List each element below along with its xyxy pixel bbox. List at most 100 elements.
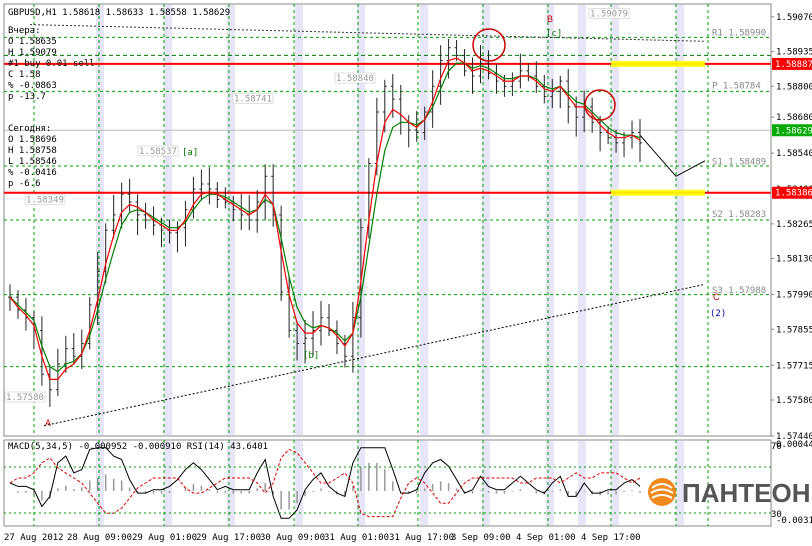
logo-text: ПАНТЕОН	[682, 478, 810, 508]
highlight-zone	[611, 60, 705, 67]
grey-price-tag	[24, 193, 66, 205]
y-tick-label: 1.57990	[776, 291, 812, 301]
info-today-line: Сегодня:	[8, 124, 51, 134]
y-tick-label: 1.58265	[776, 220, 812, 230]
highlight-zone	[611, 189, 705, 196]
pantheon-logo: ПАНТЕОН	[648, 478, 810, 508]
circle-second	[584, 89, 616, 121]
wave-label-a-minor: [a]	[182, 148, 198, 158]
session-band	[227, 5, 235, 435]
session-band-ind	[96, 441, 104, 525]
ma-red-line	[9, 57, 641, 380]
session-band-ind	[578, 441, 586, 525]
x-tick-label: 4 Sep 01:00	[516, 533, 576, 543]
wave-label-c-major: C	[713, 292, 720, 302]
price-box-label: 1.58629	[775, 126, 812, 136]
y-tick-label: 1.58540	[776, 149, 812, 159]
rsi-line	[9, 447, 641, 519]
y-tick-label: 1.57855	[776, 325, 812, 335]
moving-averages	[9, 57, 641, 380]
ind-tick-70: 70	[771, 442, 782, 452]
x-tick-label: 27 Aug 2012	[4, 533, 64, 543]
wave-label-c-minor: [c]	[546, 29, 562, 39]
session-band-ind	[227, 441, 235, 525]
info-today-line: % -0.0416	[8, 168, 57, 178]
price-box-label: 1.58887	[775, 60, 812, 70]
circle-top	[472, 28, 506, 62]
lower-trendline	[43, 283, 706, 427]
session-band-ind	[546, 441, 554, 525]
price-box	[772, 57, 812, 70]
wave-label-b-major: B	[547, 14, 553, 24]
pivot-label-r1: R1 1.58990	[712, 28, 766, 38]
ind-tick-bottom: -0.00315	[776, 516, 812, 526]
grey-price-label: 1.58741	[234, 94, 272, 104]
x-tick-label: 31 Aug 17:00	[389, 533, 454, 543]
projection-path	[639, 134, 706, 177]
info-today-line: p -6.6	[8, 179, 41, 189]
info-yesterday-line: #1 buy 0.01 sell	[8, 59, 95, 69]
session-band-ind	[611, 441, 619, 525]
x-tick-label: 31 Aug 01:00	[324, 533, 389, 543]
grey-price-tag	[232, 93, 274, 104]
pivot-label-s1: S1 1.58489	[712, 157, 766, 167]
y-tick-label: 1.57715	[776, 361, 812, 371]
info-today-line: O 1.58696	[8, 135, 57, 145]
price-box	[772, 186, 812, 199]
grey-price-label: 1.58840	[336, 74, 374, 84]
wave-label-two: (2)	[710, 309, 726, 319]
x-tick-label: 28 Aug 09:00	[67, 533, 132, 543]
y-tick-label: 1.58800	[776, 82, 812, 92]
y-tick-label: 1.57440	[776, 432, 812, 442]
upper-trendline	[29, 24, 706, 42]
session-band-ind	[676, 441, 684, 525]
y-tick-label: 1.58935	[776, 48, 812, 58]
x-tick-label: 29 Aug 17:00	[196, 533, 261, 543]
grey-price-tag	[334, 72, 376, 84]
wave-label-b-minor: [b]	[303, 351, 319, 361]
grey-price-tag	[588, 8, 630, 19]
pivot-label-s3: S3 1.57988	[712, 286, 766, 296]
y-tick-label: 1.59070	[776, 13, 812, 23]
y-tick-label: 1.58680	[776, 113, 812, 123]
ind-tick-top: 0.000449	[776, 440, 812, 450]
session-band	[676, 5, 684, 435]
grey-price-label: 1.58537	[139, 147, 177, 157]
price-axis: 1.590701.589351.588001.586801.585401.584…	[770, 4, 812, 442]
info-yesterday-line: p -13.7	[8, 92, 46, 102]
pivot-levels: R1 1.58990 P 1.58784 S1 1.58489 S2 1.58283 S…	[4, 24, 771, 427]
wave-label-a-major: A	[45, 418, 51, 428]
info-yesterday-line: C 1.58	[8, 70, 41, 80]
info-today-line: H 1.58758	[8, 146, 57, 156]
macd-signal-line	[9, 448, 641, 518]
y-tick-label: 1.58130	[776, 255, 812, 265]
session-band	[611, 5, 619, 435]
grey-price-label: 1.58349	[26, 195, 64, 205]
indicator-title: MACD(5,34,5) -0.000952 -0.000910 RSI(14)…	[8, 442, 268, 452]
x-tick-label: 29 Aug 01:00	[132, 533, 197, 543]
session-band-ind	[295, 441, 303, 525]
info-yesterday-line: O 1.58635	[8, 37, 57, 47]
grey-price-label: 1.57580	[6, 393, 44, 403]
price-box-label: 1.58386	[775, 189, 812, 199]
grey-price-tag	[4, 391, 46, 403]
y-tick-label: 1.57580	[776, 396, 812, 406]
grey-price-tag	[137, 145, 179, 157]
info-yesterday-line: % -0.0863	[8, 81, 57, 91]
grey-price-label: 1.59079	[590, 10, 628, 20]
chart-header: GBPUSD,H1 1.58618 1.58633 1.58558 1.5862…	[8, 8, 230, 18]
ind-tick-30: 30	[771, 510, 782, 520]
x-tick-label: 3 Sep 09:00	[451, 533, 511, 543]
info-yesterday-line: Вчера:	[8, 26, 41, 36]
x-tick-label: 4 Sep 17:00	[581, 533, 641, 543]
pivot-label-s2: S2 1.58283	[712, 210, 766, 220]
price-box	[772, 124, 812, 137]
session-band-ind	[164, 441, 172, 525]
pivot-label-p: P 1.58784	[712, 81, 761, 91]
indicator-window: 0.00044970 30-0.00315	[4, 440, 812, 526]
annotations: A [a] [b] B [c] C (2) 1.58741 1.58537 1.58349 1.58…	[4, 8, 726, 428]
info-today-line: L 1.58546	[8, 157, 57, 167]
x-tick-label: 30 Aug 09:00	[260, 533, 325, 543]
